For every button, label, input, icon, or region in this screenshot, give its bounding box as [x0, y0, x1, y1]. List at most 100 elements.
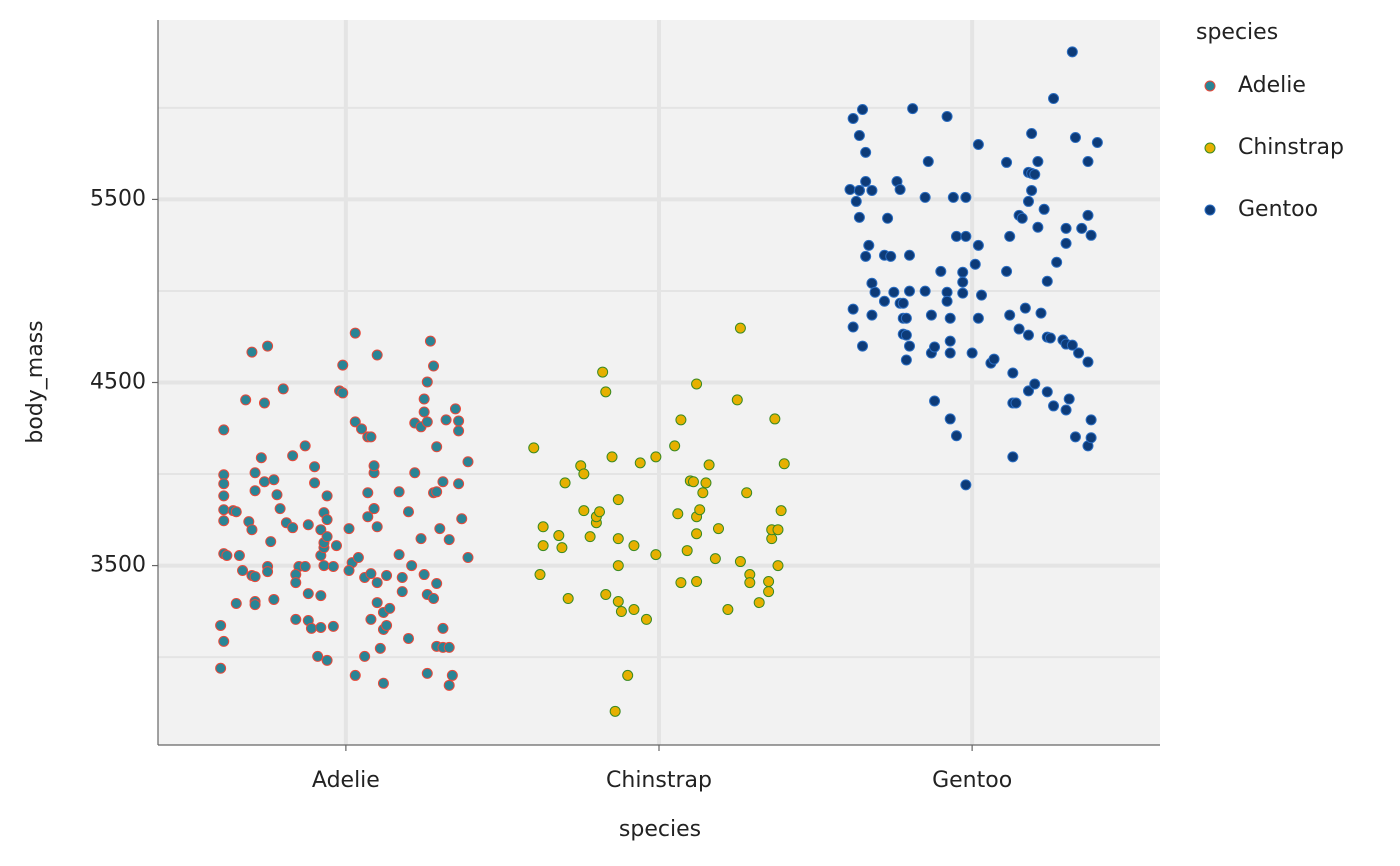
point	[1001, 265, 1013, 277]
point	[359, 650, 371, 662]
point	[1004, 230, 1016, 242]
point	[437, 476, 449, 488]
point	[1082, 156, 1094, 168]
point	[371, 349, 383, 361]
point	[277, 383, 289, 395]
point	[650, 549, 662, 561]
point	[853, 211, 865, 223]
point	[966, 347, 978, 359]
point	[365, 613, 377, 625]
point	[944, 413, 956, 425]
point	[315, 524, 327, 536]
point	[418, 393, 430, 405]
point	[691, 378, 703, 390]
point	[1048, 93, 1060, 105]
point	[675, 414, 687, 426]
point	[462, 552, 474, 564]
point	[850, 195, 862, 207]
point	[321, 490, 333, 502]
point	[772, 560, 784, 572]
point	[371, 597, 383, 609]
point	[233, 550, 245, 562]
point	[327, 620, 339, 632]
point	[634, 457, 646, 469]
point	[900, 354, 912, 366]
point	[628, 540, 640, 552]
point	[947, 191, 959, 203]
point	[553, 530, 565, 542]
point	[330, 540, 342, 552]
point	[609, 705, 621, 717]
point	[1035, 307, 1047, 319]
point	[960, 479, 972, 491]
point	[612, 494, 624, 506]
point	[960, 230, 972, 242]
point	[218, 515, 230, 527]
point	[249, 485, 261, 497]
point	[672, 508, 684, 520]
point	[1051, 256, 1063, 268]
point	[302, 519, 314, 531]
point	[925, 309, 937, 321]
point	[343, 523, 355, 535]
point	[744, 577, 756, 589]
point	[1060, 404, 1072, 416]
point	[443, 641, 455, 653]
point	[321, 514, 333, 526]
point	[1066, 46, 1078, 58]
point	[1029, 168, 1041, 180]
x-tick-label: Gentoo	[932, 768, 1012, 793]
point	[628, 604, 640, 616]
point	[703, 459, 715, 471]
point	[763, 576, 775, 588]
point	[343, 565, 355, 577]
point	[1004, 309, 1016, 321]
point	[349, 669, 361, 681]
point	[734, 556, 746, 568]
point	[885, 250, 897, 262]
point	[255, 452, 267, 464]
legend-label: Chinstrap	[1238, 135, 1344, 160]
point	[246, 346, 258, 358]
point	[421, 376, 433, 388]
point	[528, 442, 540, 454]
y-tick-label: 3500	[90, 553, 146, 578]
point	[731, 394, 743, 406]
point	[446, 669, 458, 681]
point	[681, 545, 693, 557]
point	[988, 353, 1000, 365]
point	[249, 571, 261, 583]
point	[847, 321, 859, 333]
point	[691, 576, 703, 588]
point	[869, 286, 881, 298]
point	[1019, 302, 1031, 314]
point	[393, 486, 405, 498]
legend-title: species	[1196, 20, 1278, 45]
point	[860, 146, 872, 158]
point	[594, 506, 606, 518]
point	[957, 266, 969, 278]
point	[1066, 339, 1078, 351]
point	[440, 414, 452, 426]
point	[894, 184, 906, 196]
legend-label: Adelie	[1238, 73, 1306, 98]
point	[1082, 356, 1094, 368]
point	[1032, 156, 1044, 168]
point	[1091, 136, 1103, 148]
point	[302, 588, 314, 600]
point	[1022, 195, 1034, 207]
point	[1085, 229, 1097, 241]
point	[929, 341, 941, 353]
point	[866, 309, 878, 321]
point	[691, 528, 703, 540]
point	[321, 531, 333, 543]
point	[258, 397, 270, 409]
point	[860, 175, 872, 187]
point	[215, 619, 227, 631]
point	[1022, 385, 1034, 397]
point	[299, 440, 311, 452]
point	[431, 441, 443, 453]
point	[537, 521, 549, 533]
point	[368, 460, 380, 472]
